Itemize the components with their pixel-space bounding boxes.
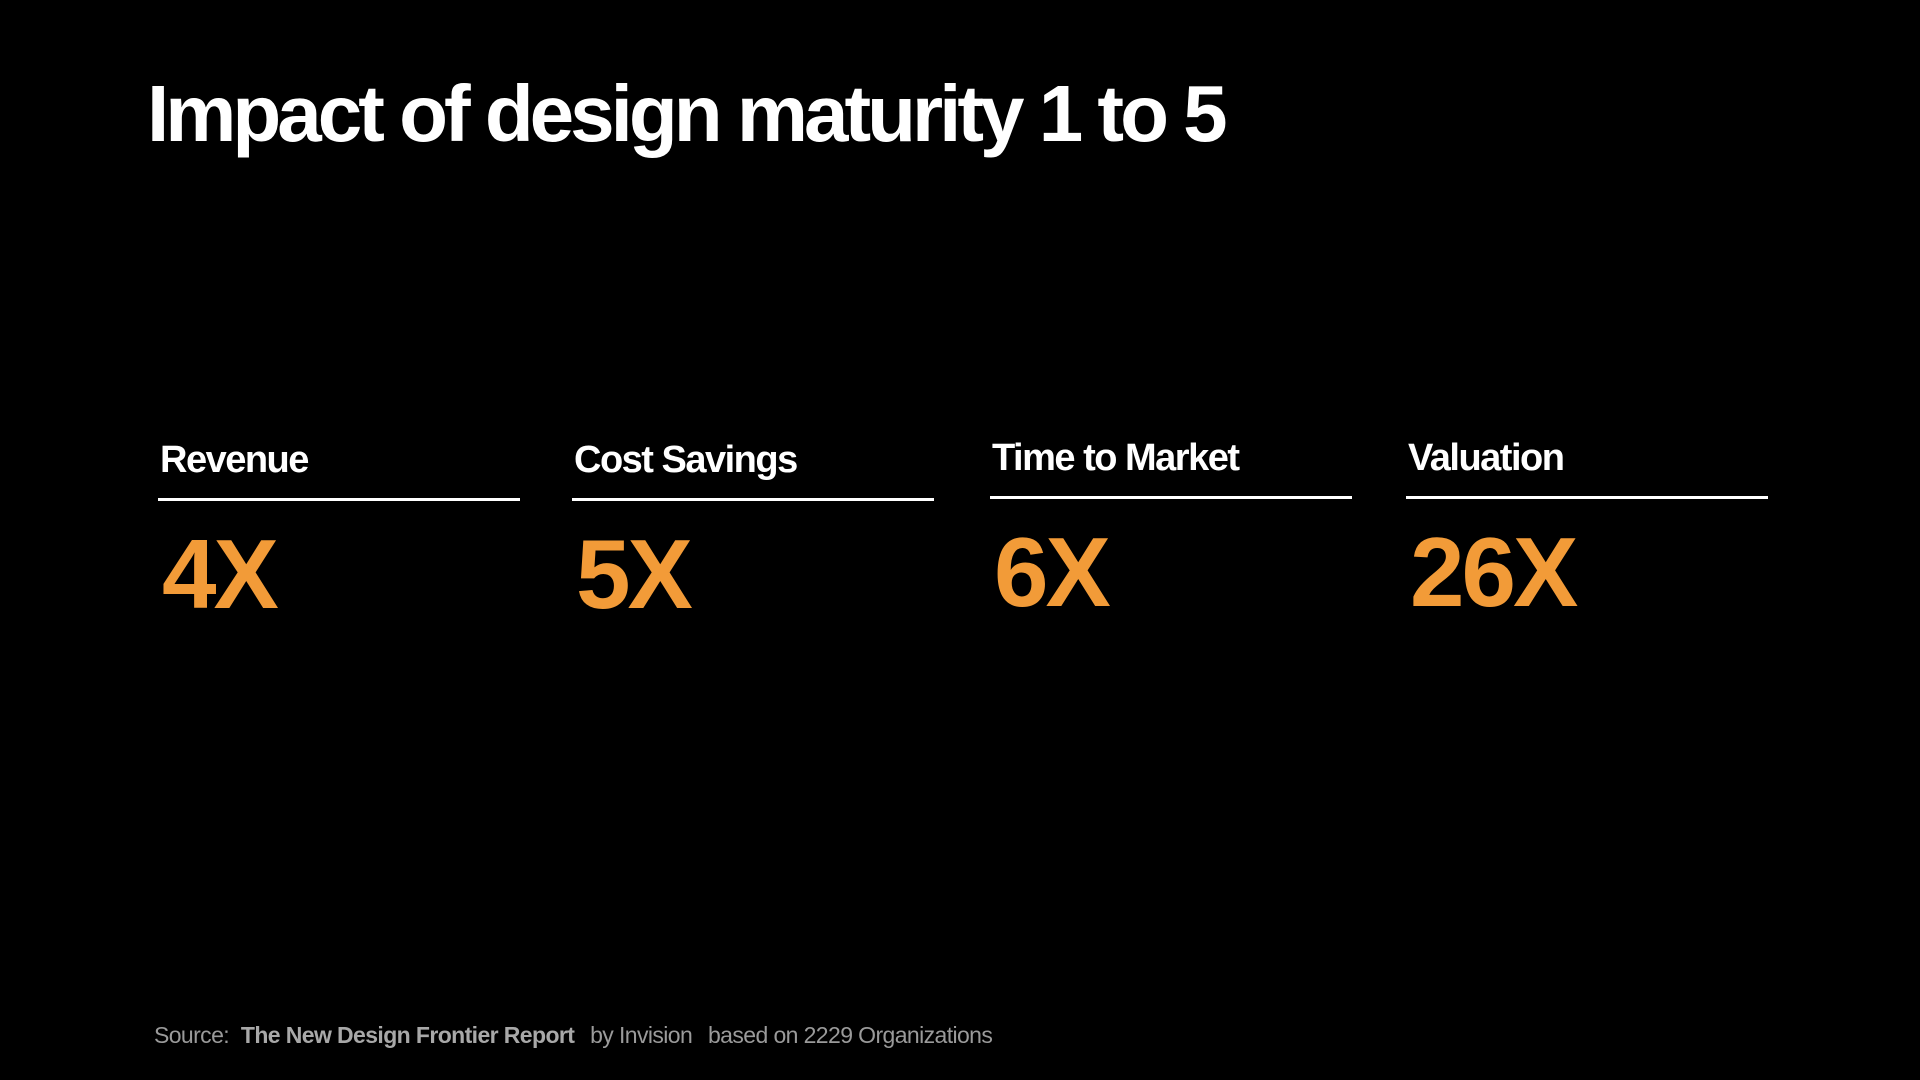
report-name: The New Design Frontier Report xyxy=(240,1022,575,1048)
metric-value: 4X xyxy=(162,518,279,629)
metric-value: 6X xyxy=(994,516,1111,627)
source-prefix: Source: xyxy=(154,1022,230,1048)
metric-divider xyxy=(1406,495,1768,499)
source-footer: Source: The New Design Frontier Report b… xyxy=(154,1022,993,1049)
metric-valuation: Valuation 26X xyxy=(1406,436,1768,621)
metric-divider xyxy=(158,497,520,501)
metric-label: Valuation xyxy=(1408,437,1565,479)
metric-divider xyxy=(572,497,934,501)
metric-label: Revenue xyxy=(160,439,309,481)
metric-label: Time to Market xyxy=(992,437,1240,479)
metric-value: 5X xyxy=(576,518,693,629)
basis-note: based on 2229 Organizations xyxy=(707,1022,993,1048)
publisher: by Invision xyxy=(590,1022,693,1048)
metric-value: 26X xyxy=(1410,516,1578,627)
metric-time-to-market: Time to Market 6X xyxy=(990,436,1352,621)
slide-title: Impact of design maturity 1 to 5 xyxy=(147,69,1228,158)
metric-cost-savings: Cost Savings 5X xyxy=(572,438,934,623)
metric-label: Cost Savings xyxy=(574,439,798,481)
metric-divider xyxy=(990,495,1352,499)
metric-revenue: Revenue 4X xyxy=(158,438,520,623)
